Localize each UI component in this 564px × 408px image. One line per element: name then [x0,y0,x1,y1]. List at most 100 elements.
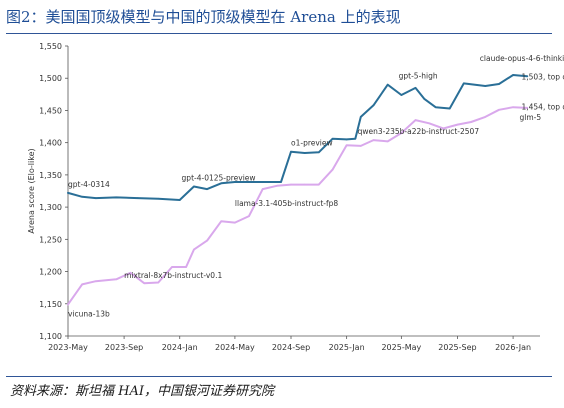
series-line-closed [67,74,529,201]
data-point [400,132,403,134]
data-point [136,197,139,199]
data-point [261,188,264,190]
data-point [276,185,278,187]
data-point [372,104,375,107]
annotation-label: mixtral-8x7b-instruct-v0.1 [124,271,222,280]
y-tick-label: 1,350 [39,171,62,180]
data-point [318,183,320,186]
data-point [512,106,514,109]
y-axis-label: Arena score (Elo-like) [27,148,36,233]
x-tick-label: 2024-Sep [272,343,310,352]
data-point [526,107,529,109]
figure-title: 图2：美国国顶级模型与中国的顶级模型在 Arena 上的表现 [6,8,401,26]
annotation-label: glm-5 [519,113,541,122]
y-tick-label: 1,450 [39,106,62,115]
data-point [484,85,487,87]
y-tick-label: 1,300 [39,203,62,212]
y-tick-label: 1,500 [39,74,62,83]
x-tick-label: 2025-Sep [438,343,476,352]
data-point [193,248,195,251]
title-rule [6,33,552,34]
data-point [157,197,160,200]
data-point [434,106,437,109]
source-note: 资料来源：斯坦福 HAI，中国银河证券研究院 [10,384,274,399]
data-point [290,183,292,186]
series-line-open [67,106,529,306]
data-point [512,74,514,76]
data-point [261,181,264,183]
data-point [345,144,348,147]
source-rule [6,376,552,377]
y-tick-label: 1,400 [39,139,62,148]
y-tick-label: 1,200 [39,268,62,277]
annotation-label: 1,454, top open model [521,103,564,112]
x-tick-label: 2026-Jan [495,343,531,352]
annotation-label: o1-preview [291,139,333,148]
y-tick-label: 1,100 [39,332,62,341]
annotation-label: gpt-4-0314 [68,180,110,189]
data-point [423,98,425,100]
data-point [331,168,334,171]
data-point [400,94,403,96]
annotation-label: vicuna-13b [68,309,110,318]
data-point [206,239,208,242]
y-tick-label: 1,150 [39,300,62,309]
data-point [414,119,417,121]
data-point [359,145,362,147]
data-point [498,83,500,85]
data-point [115,278,118,281]
data-point [178,199,181,201]
data-point [248,215,250,217]
data-point [318,151,320,154]
data-point [428,122,430,125]
data-point [354,138,357,140]
annotation-label: llama-3.1-405b-instruct-fp8 [235,199,338,208]
data-point [206,188,208,190]
data-point [95,197,97,199]
data-point [157,281,160,284]
x-tick-label: 2023-May [48,343,88,352]
data-point [470,121,472,123]
data-point [193,185,195,188]
x-tick-label: 2024-May [215,343,255,352]
data-point [67,303,69,306]
data-point [448,107,451,110]
y-tick-label: 1,250 [39,235,62,244]
x-tick-label: 2025-Jan [329,343,365,352]
data-point [234,221,236,224]
data-point [456,123,459,126]
data-point [67,192,69,194]
data-point [220,220,223,223]
data-point [386,140,389,143]
data-point [248,181,250,183]
data-point [95,280,97,283]
x-tick-label: 2025-May [381,343,421,352]
data-point [345,138,348,141]
data-point [414,87,417,89]
data-point [303,152,306,154]
data-point [129,272,132,274]
data-point [386,83,389,86]
annotation-label: claude-opus-4-6-thinking [480,54,564,63]
data-point [280,181,282,183]
annotation-label: gpt-4-0125-preview [182,173,256,182]
x-tick-label: 2023-Sep [105,343,143,352]
data-point [372,139,375,141]
annotation-label: 1,503, top closed model [521,72,564,81]
data-point [498,109,500,111]
data-point [81,283,83,286]
data-point [442,127,445,130]
data-point [359,116,362,118]
data-point [115,196,118,199]
y-tick-label: 1,550 [39,42,62,51]
data-point [143,282,145,284]
data-point [526,75,529,78]
data-point [171,266,173,268]
data-point [81,196,83,198]
data-point [234,181,236,183]
annotation-label: qwen3-235b-a22b-instruct-2507 [358,127,480,136]
data-point [185,266,187,268]
x-tick-label: 2024-Jan [162,343,198,352]
line-chart: 1,100 1,150 1,200 1,250 1,300 1,350 1,400 1,450… [27,42,564,352]
data-point [303,183,306,186]
